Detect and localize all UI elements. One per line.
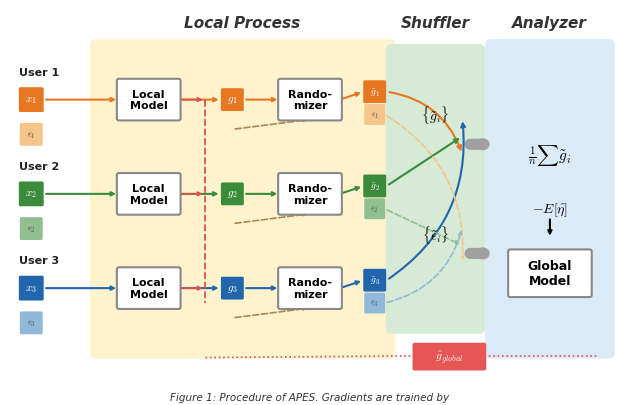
FancyBboxPatch shape — [363, 175, 386, 198]
Text: $x_1$: $x_1$ — [25, 95, 37, 106]
FancyBboxPatch shape — [221, 277, 244, 300]
FancyBboxPatch shape — [278, 268, 342, 309]
Text: $\epsilon_3$: $\epsilon_3$ — [27, 318, 36, 328]
Text: $-E[\hat{\eta}]$: $-E[\hat{\eta}]$ — [532, 200, 568, 218]
FancyBboxPatch shape — [278, 79, 342, 121]
FancyBboxPatch shape — [19, 276, 43, 301]
FancyBboxPatch shape — [485, 40, 614, 359]
FancyBboxPatch shape — [117, 174, 180, 215]
FancyBboxPatch shape — [386, 45, 485, 334]
FancyBboxPatch shape — [90, 40, 396, 359]
Text: $\frac{1}{n}\sum \tilde{g}_i$: $\frac{1}{n}\sum \tilde{g}_i$ — [528, 142, 572, 167]
Text: Rando-
mizer: Rando- mizer — [288, 278, 332, 299]
FancyBboxPatch shape — [412, 343, 486, 371]
Text: $\epsilon_3$: $\epsilon_3$ — [370, 298, 379, 309]
Text: User 3: User 3 — [19, 256, 60, 266]
Text: $\tilde{g}_3$: $\tilde{g}_3$ — [370, 275, 380, 286]
Text: $\epsilon_2$: $\epsilon_2$ — [371, 204, 379, 215]
FancyBboxPatch shape — [221, 89, 244, 112]
Text: $\{\tilde{g}_i\}$: $\{\tilde{g}_i\}$ — [422, 104, 450, 126]
Text: Global
Model: Global Model — [528, 260, 572, 288]
FancyBboxPatch shape — [508, 250, 591, 297]
FancyBboxPatch shape — [20, 312, 43, 335]
FancyBboxPatch shape — [365, 199, 385, 220]
Text: $g_1$: $g_1$ — [227, 95, 237, 106]
Text: $g_2$: $g_2$ — [227, 189, 237, 200]
FancyBboxPatch shape — [278, 174, 342, 215]
Text: $\epsilon_1$: $\epsilon_1$ — [27, 130, 36, 140]
FancyBboxPatch shape — [365, 293, 385, 313]
FancyBboxPatch shape — [19, 88, 43, 113]
Text: Local
Model: Local Model — [130, 90, 167, 111]
FancyBboxPatch shape — [20, 217, 43, 241]
Text: Local
Model: Local Model — [130, 183, 167, 205]
Text: User 1: User 1 — [19, 68, 60, 78]
Text: $\{\tilde{\epsilon}_i\}$: $\{\tilde{\epsilon}_i\}$ — [422, 223, 449, 245]
Text: $\tilde{g}_2$: $\tilde{g}_2$ — [370, 181, 379, 192]
Text: Local Process: Local Process — [184, 16, 301, 31]
FancyBboxPatch shape — [363, 269, 386, 292]
Text: User 2: User 2 — [19, 162, 60, 172]
FancyBboxPatch shape — [117, 79, 180, 121]
FancyBboxPatch shape — [365, 105, 385, 126]
FancyBboxPatch shape — [117, 268, 180, 309]
FancyBboxPatch shape — [221, 183, 244, 206]
Text: $\epsilon_2$: $\epsilon_2$ — [27, 224, 36, 234]
Text: Shuffler: Shuffler — [401, 16, 470, 31]
Text: $x_2$: $x_2$ — [25, 189, 37, 200]
FancyBboxPatch shape — [19, 182, 43, 207]
Text: $\tilde{g}_1$: $\tilde{g}_1$ — [370, 87, 379, 98]
Text: Local
Model: Local Model — [130, 278, 167, 299]
Text: $x_3$: $x_3$ — [25, 283, 37, 294]
Text: $g_3$: $g_3$ — [227, 283, 238, 294]
Text: $\epsilon_1$: $\epsilon_1$ — [371, 110, 379, 120]
Text: $\hat{g}_{global}$: $\hat{g}_{global}$ — [435, 348, 464, 365]
Text: Figure 1: Procedure of APES. Gradients are trained by: Figure 1: Procedure of APES. Gradients a… — [170, 392, 450, 402]
FancyBboxPatch shape — [363, 81, 386, 104]
FancyBboxPatch shape — [20, 124, 43, 146]
Text: Analyzer: Analyzer — [513, 16, 587, 31]
Text: Rando-
mizer: Rando- mizer — [288, 90, 332, 111]
Text: Rando-
mizer: Rando- mizer — [288, 183, 332, 205]
